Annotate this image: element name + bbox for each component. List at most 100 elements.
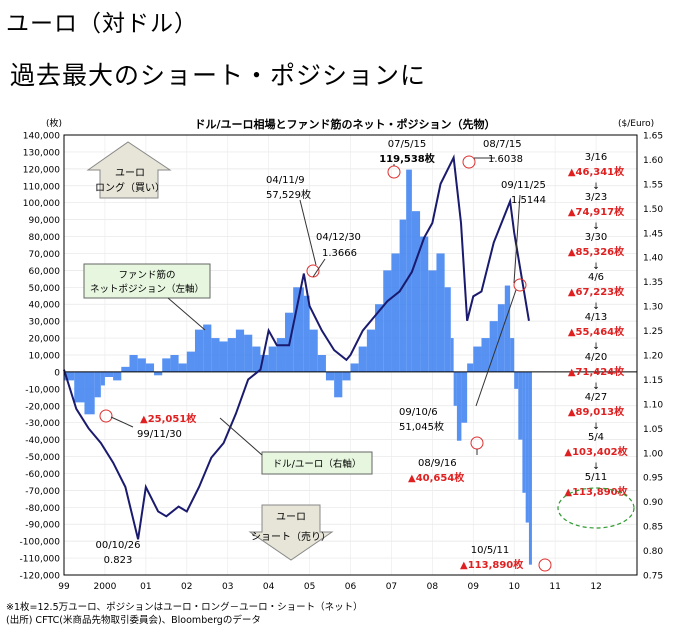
position-bar [219,341,228,372]
slide-subtitle: 過去最大のショート・ポジションに [10,61,427,90]
position-bar [113,371,122,381]
weekly-value: ▲103,402枚 [564,445,628,458]
x-tick-label: 10 [508,582,520,592]
right-tick-label: 1.60 [643,156,663,166]
x-tick-label: 07 [386,582,397,592]
left-tick-label: 40,000 [29,301,61,311]
position-bar [186,351,195,372]
ann-04-11-val: 57,529枚 [266,188,311,201]
left-tick-label: -120,000 [20,572,61,582]
weekly-value: ▲46,341枚 [568,165,625,178]
ann-07-05-date: 07/5/15 [388,139,427,150]
position-bar [64,371,75,381]
x-tick-label: 01 [140,582,151,592]
position-bar [391,253,400,372]
slide-title: ユーロ（対ドル） [6,11,198,37]
position-bar [235,329,245,372]
right-axis-unit: ($/Euro) [618,119,654,129]
usd-eur-label: ドル/ユーロ（右軸） [273,458,362,470]
position-bar [244,334,253,372]
left-tick-label: -70,000 [25,487,60,497]
footnotes: ※1枚=12.5万ユーロ、ポジションはユーロ・ロング－ユーロ・ショート（ネット）… [6,601,363,627]
ann-04-11-date: 04/11/9 [266,175,305,186]
position-bar [293,287,304,372]
x-axis-ticks: 99 2000 01 02 03 04 05 06 07 08 09 10 11 12 [58,582,602,592]
position-bar [436,253,445,372]
euro-long-label-1: ユーロ [115,168,145,179]
position-bar [444,287,451,372]
right-tick-label: 0.95 [643,474,663,484]
ann-09-11-date: 09/11/25 [501,180,546,191]
position-bar [489,321,498,372]
left-tick-label: 110,000 [23,182,60,192]
right-tick-label: 1.25 [643,327,663,337]
position-bar [137,358,146,372]
weekly-date: 4/6 [588,272,604,283]
left-tick-label: -80,000 [25,504,60,514]
marker-08-07 [462,155,476,169]
position-bar [104,371,114,377]
position-bar [252,346,261,372]
position-bar [74,371,85,403]
down-arrow-icon: ↓ [592,182,600,192]
left-tick-label: 60,000 [29,267,61,277]
position-bar [162,358,171,372]
weekly-date: 3/30 [585,232,607,243]
left-tick-label: 20,000 [29,335,61,345]
left-tick-label: -10,000 [25,385,60,395]
chart-title: ドル/ユーロ相場とファンド筋のネット・ポジション（先物） [194,117,495,131]
weekly-value: ▲85,326枚 [568,245,625,258]
right-tick-label: 1.65 [643,132,663,142]
right-tick-label: 1.35 [643,278,663,288]
left-tick-label: 10,000 [29,352,61,362]
right-tick-label: 1.30 [643,303,663,313]
euro-short-label-1: ユーロ [276,512,306,523]
x-tick-label: 04 [263,582,275,592]
right-tick-label: 1.40 [643,254,663,264]
ann-08-09-val: ▲40,654枚 [408,471,465,484]
position-bar [194,329,204,372]
left-tick-label: -30,000 [25,419,60,429]
leader-lines [110,157,521,455]
position-bar [481,338,490,372]
right-tick-label: 1.00 [643,449,663,459]
position-bar [473,346,482,372]
position-bar [303,295,310,372]
x-tick-label: 09 [468,582,480,592]
right-tick-label: 1.20 [643,352,663,362]
weekly-value: ▲71,424枚 [568,365,625,378]
ann-09-11-val: 1.5144 [511,195,546,206]
right-tick-label: 1.05 [643,425,663,435]
left-tick-label: 140,000 [23,132,60,142]
marker-09-10 [513,278,527,292]
position-bar [383,270,392,372]
right-tick-label: 1.15 [643,376,663,386]
euro-long-box: ユーロ ロング（買い） [86,141,172,199]
position-bar [170,355,179,372]
position-bar [428,270,437,372]
x-tick-label: 08 [427,582,439,592]
marker-07-05 [387,165,401,179]
x-tick-label: 2000 [93,582,116,592]
left-tick-label: 50,000 [29,284,61,294]
latest-week-highlight [557,487,635,529]
position-bar [497,304,505,372]
weekly-position-list: 3/16▲46,341枚↓3/23▲74,917枚↓3/30▲85,326枚↓4… [564,152,628,498]
weekly-date: 4/20 [585,352,607,363]
left-tick-label: 80,000 [29,233,61,243]
position-bar [350,363,359,372]
gridlines [63,134,637,576]
x-tick-label: 02 [181,582,192,592]
marker-99-09 [99,409,113,423]
position-bar [268,346,277,372]
position-bar [528,371,532,565]
right-tick-label: 1.50 [643,205,663,215]
ann-10-05-date: 10/5/11 [471,545,510,556]
left-tick-label: 70,000 [29,250,61,260]
position-bar [334,371,343,398]
weekly-date: 5/11 [585,472,607,483]
position-bar [504,285,511,372]
ann-00-10-val: 0.823 [104,555,133,566]
x-tick-label: 11 [549,582,560,592]
x-tick-label: 03 [222,582,233,592]
